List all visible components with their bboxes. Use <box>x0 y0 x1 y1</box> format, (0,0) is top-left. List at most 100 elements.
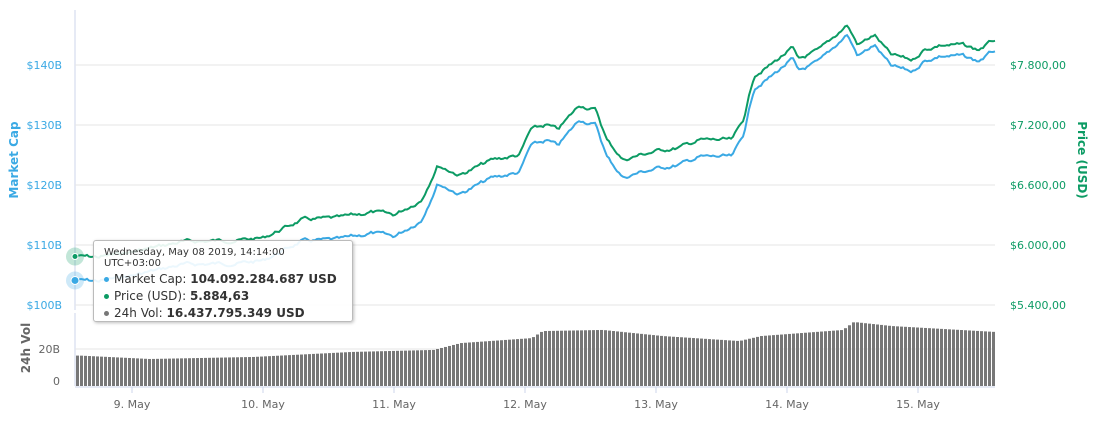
volume-bar <box>292 354 295 386</box>
y-left-tick-label: $110B <box>26 239 62 252</box>
volume-bar <box>924 327 927 386</box>
volume-bar <box>576 330 579 386</box>
volume-bar <box>592 330 595 386</box>
volume-bar <box>184 358 187 386</box>
volume-bar <box>740 340 743 386</box>
volume-bar <box>624 332 627 386</box>
volume-bar <box>296 354 299 386</box>
volume-bar <box>564 330 567 386</box>
volume-bar <box>900 326 903 386</box>
y-right-tick-label: $5.400,00 <box>1010 299 1066 312</box>
volume-bar <box>172 358 175 386</box>
volume-bar <box>972 330 975 386</box>
volume-bar <box>756 336 759 386</box>
volume-bar <box>860 322 863 386</box>
volume-bar <box>712 339 715 386</box>
volume-bar <box>128 357 131 386</box>
volume-bar <box>752 337 755 386</box>
x-tick-label: 15. May <box>896 398 940 411</box>
volume-bar <box>544 331 547 386</box>
volume-bar <box>352 351 355 386</box>
volume-bar <box>216 357 219 386</box>
volume-bar <box>876 324 879 386</box>
volume-bar <box>160 358 163 386</box>
volume-bar <box>760 336 763 386</box>
volume-bar <box>188 358 191 386</box>
volume-bar <box>644 334 647 386</box>
price-hover-marker <box>71 253 79 261</box>
volume-bar <box>816 331 819 386</box>
volume-bar <box>224 357 227 386</box>
volume-bar <box>848 325 851 386</box>
volume-bar <box>252 356 255 386</box>
volume-bar <box>368 351 371 386</box>
volume-bar <box>888 325 891 386</box>
tooltip-value: 16.437.795.349 USD <box>166 306 305 320</box>
volume-bar <box>852 322 855 386</box>
volume-bar <box>812 332 815 386</box>
y-right-tick-label: $6.600,00 <box>1010 179 1066 192</box>
volume-bar <box>208 357 211 386</box>
volume-bar <box>940 328 943 386</box>
volume-bar <box>456 343 459 386</box>
volume-bar <box>440 347 443 386</box>
tooltip-value: 104.092.284.687 USD <box>190 272 337 286</box>
volume-bar <box>452 344 455 386</box>
market-cap-hover-marker <box>70 275 80 285</box>
volume-bar <box>528 338 531 386</box>
volume-bar <box>464 342 467 386</box>
price-dot-icon <box>104 294 109 299</box>
volume-bar <box>748 338 751 386</box>
tooltip-label: Price (USD): <box>114 289 190 303</box>
y-left-label: Market Cap <box>7 121 21 199</box>
volume-bar <box>696 338 699 386</box>
volume-bar <box>648 334 651 386</box>
volume-bar <box>468 342 471 386</box>
volume-bar <box>308 354 311 386</box>
volume-bar <box>448 345 451 386</box>
volume-bar <box>508 339 511 386</box>
tooltip-row-price: Price (USD): 5.884,63 <box>104 288 342 305</box>
volume-bar <box>532 337 535 386</box>
volume-bar <box>628 332 631 386</box>
volume-bar <box>976 330 979 386</box>
volume-bar <box>932 328 935 386</box>
volume-bar <box>504 339 507 386</box>
volume-bar <box>364 351 367 386</box>
volume-bar <box>600 329 603 386</box>
volume-bar <box>100 356 103 386</box>
volume-bar <box>948 329 951 386</box>
volume-bar <box>744 339 747 386</box>
volume-bar <box>896 326 899 386</box>
volume-bar <box>376 351 379 386</box>
volume-bar <box>212 357 215 386</box>
volume-bar <box>404 350 407 386</box>
volume-bar <box>168 358 171 386</box>
volume-bar <box>800 333 803 386</box>
volume-bar <box>556 330 559 386</box>
volume-bar <box>488 341 491 386</box>
volume-bar <box>484 341 487 386</box>
volume-bar <box>256 356 259 386</box>
volume-bar <box>776 334 779 386</box>
y-volume-tick-label: 0 <box>53 375 60 388</box>
volume-bar <box>396 350 399 386</box>
volume-bar <box>808 332 811 386</box>
volume-bar <box>660 335 663 386</box>
x-tick-label: 9. May <box>114 398 151 411</box>
volume-bar <box>356 351 359 386</box>
volume-bar <box>144 358 147 386</box>
x-tick-label: 12. May <box>503 398 547 411</box>
volume-bar <box>444 346 447 386</box>
volume-bar <box>232 357 235 386</box>
volume-bar <box>500 340 503 386</box>
volume-bar <box>580 330 583 386</box>
volume-bar <box>280 355 283 386</box>
volume-bar <box>84 355 87 386</box>
volume-bar <box>288 355 291 386</box>
volume-bar <box>640 333 643 386</box>
volume-bar <box>124 357 127 386</box>
volume-bar <box>968 330 971 386</box>
volume-bar <box>656 335 659 386</box>
